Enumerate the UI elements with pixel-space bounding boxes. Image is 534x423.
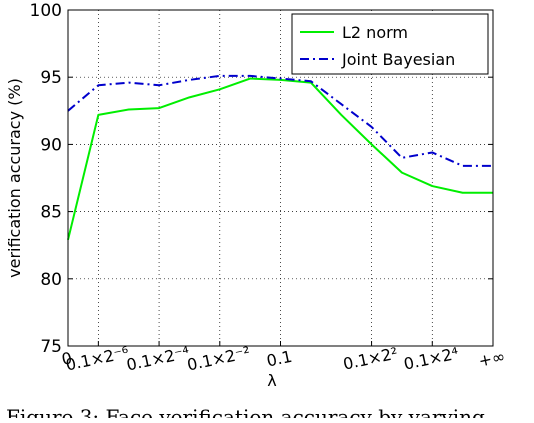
figure-caption: Figure 3: Face verification accuracy by … [6,405,485,418]
legend-box [291,13,489,75]
y-tick-label: 100 [30,1,62,21]
series-lines [67,74,493,241]
x-tick-label: 0 [60,348,74,369]
x-tick-label: 0.1×2² [341,344,399,374]
x-tick-label: 0.1×2⁴ [402,344,460,374]
y-axis-label: verification accuracy (%) [5,78,24,278]
x-tick-label: 0.1×2⁻⁴ [125,343,191,375]
legend: L2 norm Joint Bayesian [291,13,489,75]
legend-label: Joint Bayesian [341,50,455,69]
legend-label: L2 norm [342,23,408,42]
y-tick-label: 95 [40,68,62,88]
y-tick-label: 80 [40,270,62,290]
series-line [67,74,493,167]
x-axis-label: λ [267,371,276,390]
y-tick-label: 85 [40,203,62,223]
x-tick-label: +∞ [477,347,507,371]
y-tick-label: 90 [40,135,62,155]
series-line [67,77,493,241]
x-tick-label: 0.1×2⁻⁶ [64,343,130,375]
x-tick-label: 0.1×2⁻² [185,343,251,375]
y-tick-label: 75 [40,337,62,357]
x-tick-label: 0.1 [265,347,294,371]
